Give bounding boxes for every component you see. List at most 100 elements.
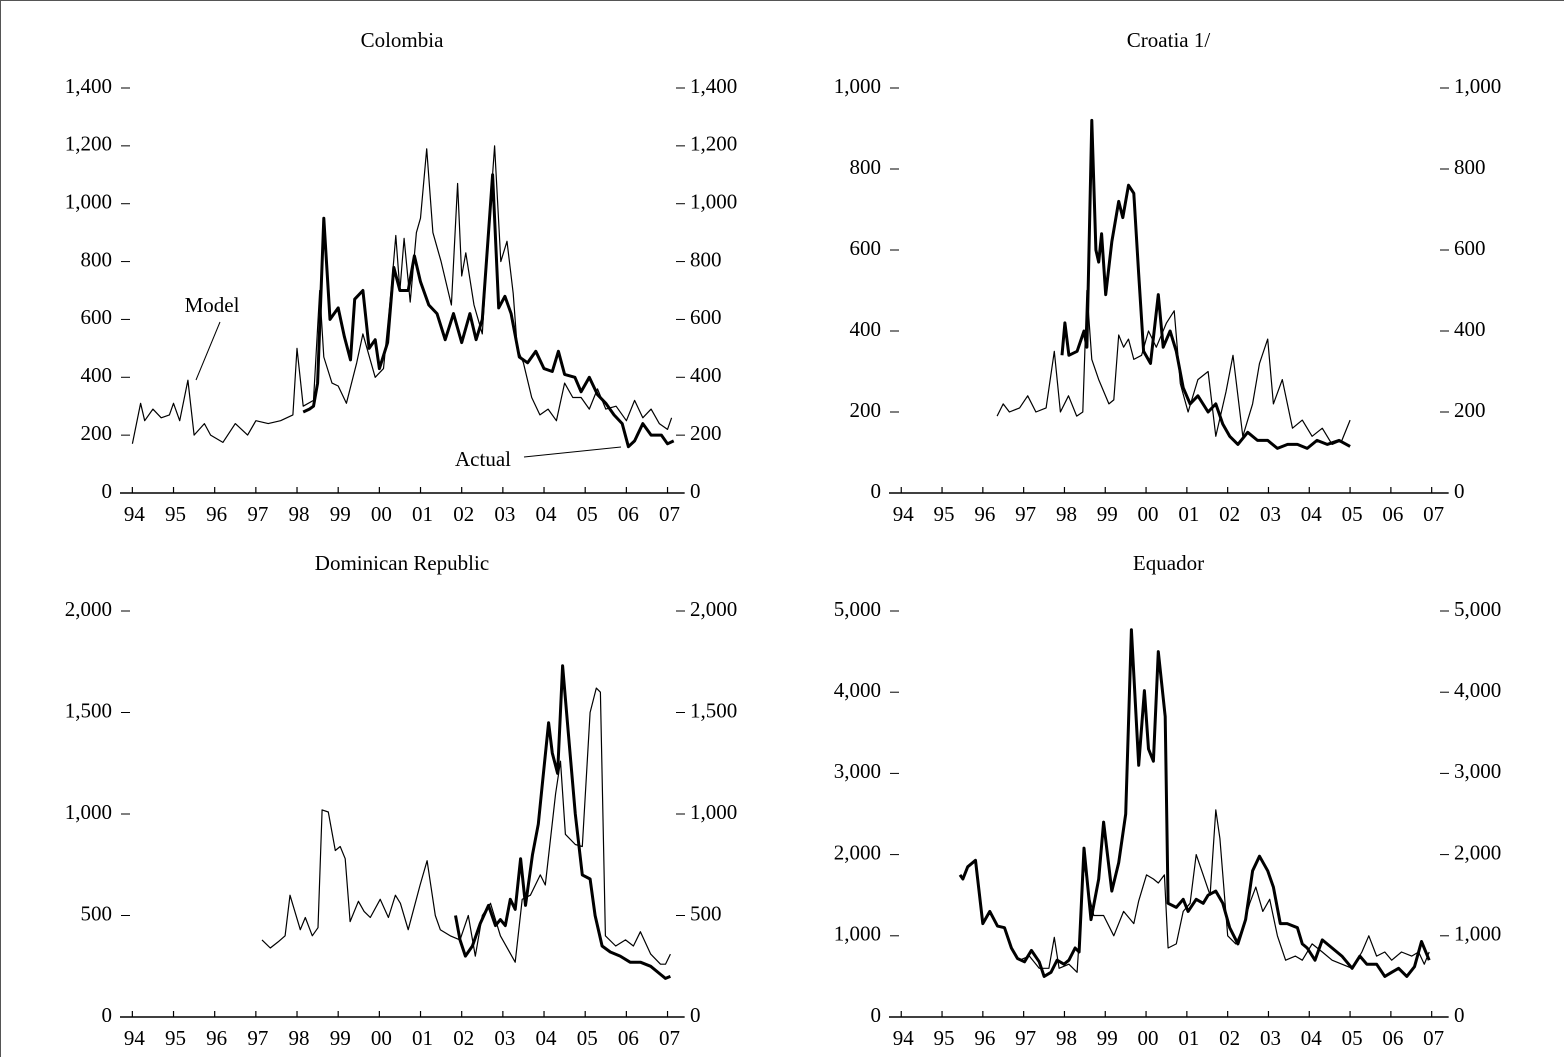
x-tick-label: 95 xyxy=(934,502,955,526)
annotation: Actual xyxy=(455,447,511,471)
y2-tick-label: 5,000 xyxy=(1454,597,1501,621)
x-tick-label: 99 xyxy=(330,1026,351,1050)
annotation-leader xyxy=(523,446,622,458)
y2-tick-label: 800 xyxy=(1454,155,1486,179)
y2-tick-label: 0 xyxy=(1454,479,1465,503)
series-line xyxy=(454,664,671,980)
y-tick-label: 500 xyxy=(81,901,113,925)
x-tick-label: 00 xyxy=(1138,1026,1159,1050)
y-tick-label: 200 xyxy=(81,421,113,445)
x-tick-label: 00 xyxy=(371,1026,392,1050)
y-tick-label: 1,500 xyxy=(65,698,112,722)
y-tick-label: 1,000 xyxy=(834,922,881,946)
chart-title: Dominican Republic xyxy=(315,551,489,575)
y2-tick-label: 1,000 xyxy=(690,190,737,214)
x-tick-label: 95 xyxy=(934,1026,955,1050)
chart-title: Colombia xyxy=(361,28,445,52)
x-tick-label: 00 xyxy=(371,502,392,526)
x-tick-label: 06 xyxy=(618,1026,639,1050)
y2-tick-label: 0 xyxy=(690,479,701,503)
x-tick-label: 03 xyxy=(1260,502,1281,526)
y-tick-label: 5,000 xyxy=(834,597,881,621)
y2-tick-label: 1,000 xyxy=(690,800,737,824)
x-tick-label: 98 xyxy=(289,1026,310,1050)
x-tick-label: 97 xyxy=(1015,502,1036,526)
y2-tick-label: 0 xyxy=(1454,1003,1465,1027)
x-tick-label: 96 xyxy=(974,502,995,526)
y-tick-label: 0 xyxy=(871,479,882,503)
y2-tick-label: 600 xyxy=(1454,236,1486,260)
series-line xyxy=(996,289,1351,445)
y2-tick-label: 2,000 xyxy=(1454,840,1501,864)
x-tick-label: 96 xyxy=(206,1026,227,1050)
x-tick-label: 01 xyxy=(412,502,433,526)
chart-title: Equador xyxy=(1133,551,1204,575)
y-tick-label: 0 xyxy=(102,1003,113,1027)
y2-tick-label: 1,200 xyxy=(690,132,737,156)
y2-tick-label: 0 xyxy=(690,1003,701,1027)
x-tick-label: 94 xyxy=(893,502,915,526)
y-tick-label: 2,000 xyxy=(834,840,881,864)
annotation-leader xyxy=(195,321,221,381)
x-tick-label: 04 xyxy=(536,502,558,526)
x-tick-label: 97 xyxy=(247,502,268,526)
x-tick-label: 03 xyxy=(494,502,515,526)
y2-tick-label: 3,000 xyxy=(1454,759,1501,783)
y2-tick-label: 200 xyxy=(1454,398,1486,422)
x-tick-label: 05 xyxy=(1342,1026,1363,1050)
x-tick-label: 94 xyxy=(124,1026,146,1050)
y-tick-label: 1,200 xyxy=(65,132,112,156)
x-tick-label: 97 xyxy=(1015,1026,1036,1050)
x-tick-label: 02 xyxy=(1219,502,1240,526)
x-tick-label: 04 xyxy=(1301,502,1323,526)
y-tick-label: 1,000 xyxy=(834,74,881,98)
y2-tick-label: 400 xyxy=(1454,317,1486,341)
y2-tick-label: 1,500 xyxy=(690,698,737,722)
x-tick-label: 07 xyxy=(659,502,680,526)
x-tick-label: 00 xyxy=(1138,502,1159,526)
y-tick-label: 1,400 xyxy=(65,74,112,98)
x-tick-label: 07 xyxy=(1423,502,1444,526)
x-tick-label: 03 xyxy=(494,1026,515,1050)
x-tick-label: 99 xyxy=(1097,1026,1118,1050)
x-tick-label: 06 xyxy=(1382,502,1403,526)
x-tick-label: 01 xyxy=(1178,1026,1199,1050)
x-tick-label: 02 xyxy=(453,1026,474,1050)
y-tick-label: 4,000 xyxy=(834,678,881,702)
y2-tick-label: 2,000 xyxy=(690,597,737,621)
y2-tick-label: 400 xyxy=(690,363,722,387)
x-tick-label: 98 xyxy=(1056,1026,1077,1050)
x-tick-label: 94 xyxy=(893,1026,915,1050)
x-tick-label: 95 xyxy=(165,502,186,526)
x-tick-label: 03 xyxy=(1260,1026,1281,1050)
x-tick-label: 01 xyxy=(1178,502,1199,526)
y-tick-label: 2,000 xyxy=(65,597,112,621)
y-tick-label: 400 xyxy=(81,363,113,387)
y2-tick-label: 1,000 xyxy=(1454,74,1501,98)
y2-tick-label: 1,400 xyxy=(690,74,737,98)
y2-tick-label: 200 xyxy=(690,421,722,445)
x-tick-label: 99 xyxy=(330,502,351,526)
x-tick-label: 01 xyxy=(412,1026,433,1050)
y2-tick-label: 600 xyxy=(690,305,722,329)
series-line xyxy=(302,173,675,449)
y-tick-label: 400 xyxy=(850,317,882,341)
annotation: Model xyxy=(185,293,240,317)
y2-tick-label: 500 xyxy=(690,901,722,925)
series-line xyxy=(1060,118,1351,450)
x-tick-label: 04 xyxy=(536,1026,558,1050)
x-tick-label: 96 xyxy=(206,502,227,526)
x-tick-label: 07 xyxy=(1423,1026,1444,1050)
y-tick-label: 3,000 xyxy=(834,759,881,783)
x-tick-label: 96 xyxy=(974,1026,995,1050)
x-tick-label: 02 xyxy=(1219,1026,1240,1050)
x-tick-label: 04 xyxy=(1301,1026,1323,1050)
y-tick-label: 0 xyxy=(871,1003,882,1027)
y2-tick-label: 1,000 xyxy=(1454,922,1501,946)
y-tick-label: 800 xyxy=(850,155,882,179)
x-tick-label: 94 xyxy=(124,502,146,526)
y-tick-label: 1,000 xyxy=(65,190,112,214)
series-line xyxy=(261,687,671,965)
x-tick-label: 99 xyxy=(1097,502,1118,526)
